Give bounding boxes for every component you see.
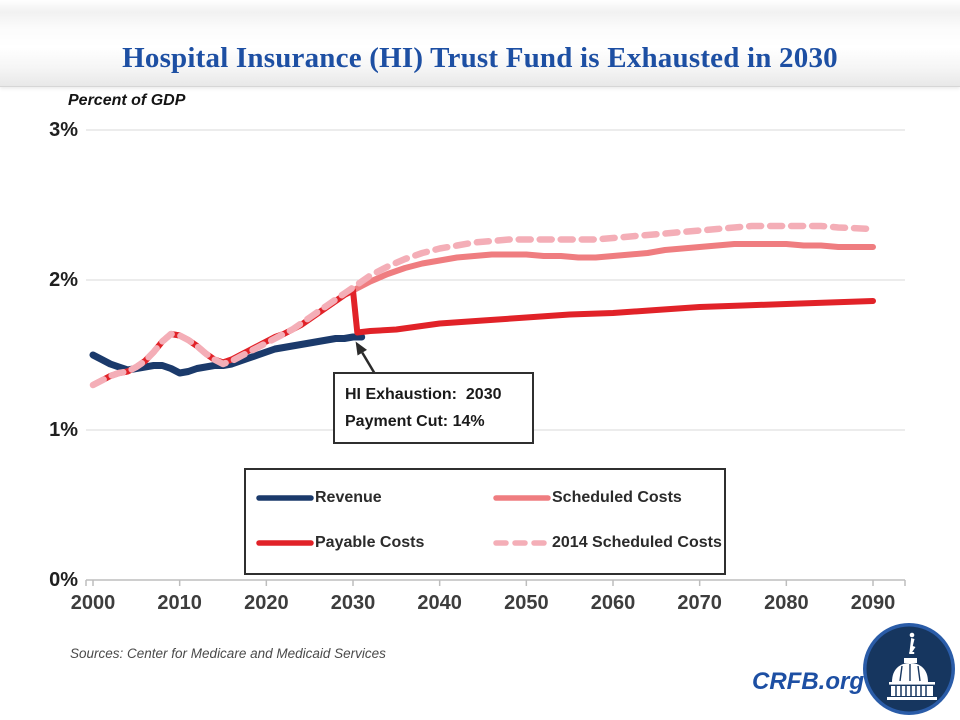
crfb-org-label: CRFB.org <box>752 668 864 695</box>
y-axis-title: Percent of GDP <box>68 92 186 109</box>
legend-item: Scheduled Costs <box>493 489 724 507</box>
sources-note: Sources: Center for Medicare and Medicai… <box>70 646 386 661</box>
legend-label: Payable Costs <box>315 533 425 551</box>
x-tick-label: 2040 <box>417 592 462 614</box>
page-title: Hospital Insurance (HI) Trust Fund is Ex… <box>122 42 838 74</box>
legend-swatch-solid-line-icon <box>256 540 314 546</box>
y-tick-label: 3% <box>49 119 78 141</box>
x-tick-label: 2000 <box>70 592 116 614</box>
annotation-line-2: Payment Cut: 14% <box>345 413 485 430</box>
y-tick-label: 2% <box>49 269 78 291</box>
legend-item: Payable Costs <box>256 534 493 552</box>
capitol-dome-icon <box>887 658 937 700</box>
legend-item: Revenue <box>256 489 493 507</box>
x-tick-label: 2010 <box>157 592 202 614</box>
x-tick-label: 2050 <box>504 592 549 614</box>
legend-item: 2014 Scheduled Costs <box>493 534 724 552</box>
legend-label: Revenue <box>315 489 382 507</box>
annotation-box: HI Exhaustion: 2030 Payment Cut: 14% <box>333 372 534 444</box>
title-band: Hospital Insurance (HI) Trust Fund is Ex… <box>0 0 960 87</box>
annotation-line-1: HI Exhaustion: 2030 <box>345 386 502 403</box>
x-tick-label: 2070 <box>677 592 722 614</box>
x-tick-label: 2020 <box>244 592 289 614</box>
chart-legend: Revenue Scheduled Costs Payable Costs 2014 … <box>244 468 726 575</box>
statue-icon <box>909 632 916 654</box>
y-tick-label: 1% <box>49 419 78 441</box>
legend-label: 2014 Scheduled Costs <box>552 533 722 551</box>
x-tick-label: 2060 <box>590 592 636 614</box>
x-tick-label: 2090 <box>850 592 896 614</box>
legend-swatch-dashed-line-icon <box>493 540 551 546</box>
legend-label: Scheduled Costs <box>552 489 682 507</box>
legend-swatch-solid-line-icon <box>493 495 551 501</box>
y-tick-label: 0% <box>49 569 78 591</box>
x-tick-label: 2030 <box>330 592 376 614</box>
x-tick-label: 2080 <box>764 592 809 614</box>
legend-swatch-solid-line-icon <box>256 495 314 501</box>
crfb-capitol-logo-icon <box>862 622 956 716</box>
